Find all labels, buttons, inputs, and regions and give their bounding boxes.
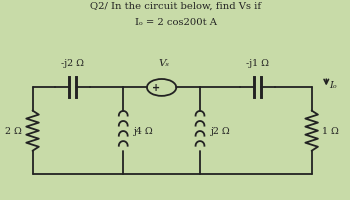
Text: Iₒ = 2 cos200t A: Iₒ = 2 cos200t A: [134, 18, 217, 27]
Text: 1 Ω: 1 Ω: [322, 127, 339, 135]
Text: +: +: [152, 82, 160, 92]
Text: -j1 Ω: -j1 Ω: [246, 59, 269, 68]
Text: -j2 Ω: -j2 Ω: [61, 59, 84, 68]
Text: j2 Ω: j2 Ω: [210, 127, 230, 135]
Text: j4 Ω: j4 Ω: [134, 127, 153, 135]
Text: Q2/ In the circuit below, find Vs if: Q2/ In the circuit below, find Vs if: [90, 2, 261, 11]
Text: Vₛ: Vₛ: [159, 59, 170, 68]
Text: Iₒ: Iₒ: [329, 81, 337, 89]
Text: 2 Ω: 2 Ω: [5, 127, 21, 135]
